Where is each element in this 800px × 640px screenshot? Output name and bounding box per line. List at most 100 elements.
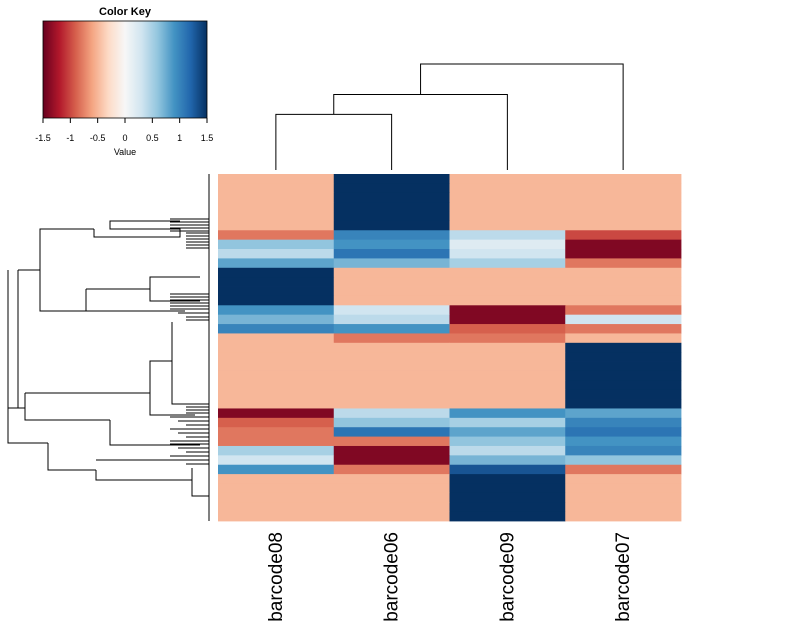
heatmap-cell (333, 286, 450, 297)
heatmap-cell (565, 295, 682, 306)
column-dendrogram-branch (420, 63, 624, 170)
heatmap-cell (333, 389, 450, 400)
heatmap-cell (333, 417, 450, 428)
heatmap-cell (565, 230, 682, 241)
heatmap-cell (218, 492, 335, 503)
heatmap-cell (449, 370, 566, 381)
heatmap-cell (333, 249, 450, 259)
heatmap-cell (565, 511, 682, 522)
heatmap-cell (565, 352, 682, 362)
heatmap-cell (565, 464, 682, 475)
heatmap-cell (218, 474, 335, 484)
row-dendrogram-branch (171, 322, 205, 405)
heatmap-cell (565, 192, 682, 203)
heatmap-cell (449, 239, 566, 250)
heatmap-cell (565, 174, 682, 184)
heatmap-cell (333, 464, 450, 475)
heatmap-cell (449, 483, 566, 494)
column-label: barcode06 (382, 532, 403, 622)
heatmap-cell (218, 436, 335, 447)
heatmap-cell (449, 464, 566, 475)
heatmap-cell (565, 502, 682, 513)
heatmap-cell (333, 277, 450, 287)
heatmap-cell (333, 502, 450, 513)
row-dendrogram-branch (7, 408, 48, 444)
heatmap-cell (333, 399, 450, 409)
heatmap-cell (449, 352, 566, 362)
color-key-tick-label: -1.5 (35, 133, 51, 143)
color-key-ticks: -1.5 -1 -0.5 0 0.5 1 1.5 (35, 118, 213, 143)
heatmap-cell (449, 511, 566, 522)
heatmap-cell (333, 174, 450, 184)
heatmap-cell (218, 183, 335, 194)
color-key-tick-label: 1 (177, 133, 182, 143)
heatmap-cell (449, 445, 566, 456)
heatmap-cell (218, 202, 335, 212)
heatmap-cell (333, 408, 450, 419)
color-key-tick-label: -1 (66, 133, 74, 143)
heatmap-cell (218, 370, 335, 381)
heatmap-cell (565, 239, 682, 250)
heatmap-cell (449, 267, 566, 278)
heatmap-cell (449, 389, 566, 400)
heatmap-cell (565, 183, 682, 194)
column-label: barcode07 (613, 532, 634, 622)
heatmap-cell (333, 361, 450, 372)
heatmap-cell (565, 361, 682, 372)
heatmap-cell (333, 305, 450, 316)
color-key-gradient (42, 20, 208, 119)
row-dendrogram-branch (85, 289, 185, 312)
color-key-tick-label: 0 (122, 133, 127, 143)
heatmap-cell (565, 380, 682, 391)
heatmap-cell (218, 342, 335, 353)
heatmap-cell (333, 436, 450, 447)
row-dendrogram-branch (149, 277, 200, 302)
heatmap-cell (218, 445, 335, 456)
heatmap-cell (565, 408, 682, 419)
heatmap-cell (565, 305, 682, 316)
heatmap-cell (218, 249, 335, 259)
column-label: barcode09 (497, 532, 518, 622)
heatmap-cell (565, 324, 682, 334)
row-dendrogram-branch (86, 276, 200, 290)
heatmap-cell (565, 436, 682, 447)
heatmap-cell (218, 277, 335, 287)
heatmap-cell (449, 408, 566, 419)
heatmap-cell (449, 342, 566, 353)
heatmap-cell (449, 174, 566, 184)
heatmap-cell (449, 333, 566, 344)
heatmap-cell (218, 464, 335, 475)
heatmap-cell (333, 295, 450, 306)
heatmap-cell (565, 249, 682, 259)
heatmap-cell (218, 314, 335, 325)
heatmap-cell (333, 352, 450, 362)
heatmap-cell (449, 277, 566, 287)
heatmap-cell (333, 483, 450, 494)
heatmap-cell (565, 399, 682, 409)
heatmap-cell (449, 427, 566, 437)
heatmap-cell (333, 220, 450, 231)
heatmap-cell (218, 230, 335, 241)
row-dendrogram (7, 218, 209, 497)
heatmap-cell (218, 399, 335, 409)
heatmap-cell (333, 230, 450, 241)
heatmap-cell (218, 455, 335, 466)
heatmap-cell (565, 202, 682, 212)
heatmap-cell (333, 342, 450, 353)
heatmap-cell (449, 417, 566, 428)
heatmap-cell (333, 324, 450, 334)
heatmap-cell (449, 286, 566, 297)
heatmap-cell (218, 324, 335, 334)
heatmap-cell (449, 492, 566, 503)
heatmap-cell (333, 427, 450, 437)
heatmap-cell (565, 342, 682, 353)
heatmap-cell (333, 314, 450, 325)
heatmap-cell (333, 267, 450, 278)
heatmap-cell (333, 183, 450, 194)
heatmap-cell (449, 258, 566, 269)
row-dendrogram-branch (47, 443, 96, 471)
heatmap-cell (333, 239, 450, 250)
heatmap-cell (218, 174, 335, 184)
heatmap-cell (333, 333, 450, 344)
